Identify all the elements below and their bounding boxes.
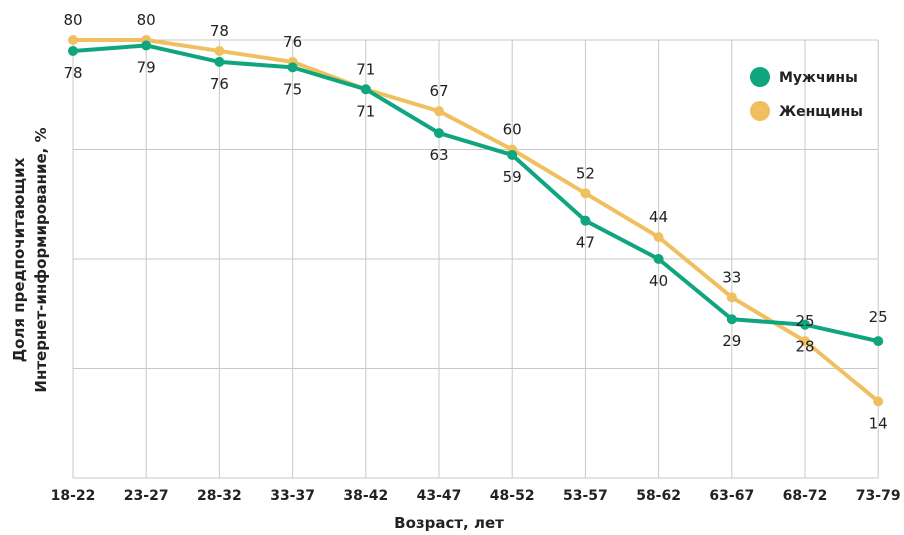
series-line: [72, 43, 879, 344]
data-label-men: 28: [795, 338, 814, 356]
series-layer: [68, 35, 884, 407]
data-label-women: 78: [210, 22, 229, 40]
data-point: [141, 40, 152, 51]
data-label-men: 59: [503, 168, 522, 186]
data-label-men: 29: [722, 332, 741, 350]
data-point: [68, 35, 78, 45]
y-axis-title-line2: Интернет-информирование, %: [32, 127, 50, 392]
x-tick-label: 33-37: [270, 488, 315, 504]
series-line: [73, 38, 880, 403]
data-point: [360, 84, 371, 95]
data-label-women: 14: [869, 414, 888, 432]
x-tick-label: 63-67: [709, 488, 754, 504]
x-tick-label: 38-42: [343, 488, 388, 504]
legend-label: Мужчины: [779, 70, 858, 86]
x-tick-label: 48-52: [490, 488, 535, 504]
legend-marker: [750, 67, 770, 87]
data-label-women: 80: [137, 11, 156, 29]
data-label-men: 79: [137, 58, 156, 76]
x-tick-label: 28-32: [197, 488, 242, 504]
data-point: [800, 319, 810, 330]
x-axis-title: Возраст, лет: [394, 514, 504, 532]
data-point: [726, 292, 737, 303]
data-label-women: 44: [649, 208, 668, 226]
data-label-women: 67: [429, 82, 448, 100]
data-label-women: 33: [722, 268, 741, 286]
data-label-men: 78: [63, 64, 82, 82]
series-women: [68, 35, 884, 407]
data-label-women: 25: [795, 312, 814, 330]
data-point: [653, 232, 664, 243]
x-tick-label: 58-62: [636, 488, 681, 504]
data-point: [873, 396, 884, 407]
data-label-women: 71: [356, 60, 375, 78]
legend-marker: [750, 101, 770, 121]
data-point: [214, 45, 225, 56]
data-point: [580, 215, 591, 226]
data-point: [214, 56, 225, 67]
data-label-men: 76: [210, 75, 229, 93]
x-axis-ticks: 18-22 23-27 28-32 33-37 38-42 43-47 48-52 53-57…: [51, 488, 901, 504]
x-tick-label: 73-79: [856, 488, 901, 504]
data-label-women: 80: [63, 11, 82, 29]
data-label-men: 40: [649, 272, 668, 290]
data-point: [580, 188, 591, 199]
legend: Мужчины Женщины: [750, 67, 863, 121]
data-point: [653, 254, 664, 264]
x-tick-label: 68-72: [783, 488, 828, 504]
legend-label: Женщины: [779, 104, 863, 120]
y-axis-title-line1: Доля предпочитающих: [10, 157, 28, 362]
x-tick-label: 43-47: [417, 488, 462, 504]
data-label-men: 75: [283, 80, 302, 98]
data-label-women: 60: [503, 121, 522, 139]
data-label-men: 25: [869, 308, 888, 326]
data-point: [434, 106, 444, 117]
data-point: [507, 149, 518, 160]
data-point: [68, 45, 78, 56]
data-point: [800, 336, 810, 347]
data-point: [434, 128, 444, 139]
data-labels: 80 80 78 76 71 67 60 52 44 33 25 14 78 79 76 75 71 63 59 47…: [63, 11, 887, 432]
series-men: [68, 40, 884, 347]
data-point: [726, 314, 737, 325]
data-label-women: 76: [283, 33, 302, 51]
x-tick-label: 53-57: [563, 488, 608, 504]
data-point: [873, 336, 884, 347]
x-tick-label: 18-22: [51, 488, 96, 504]
data-label-men: 47: [576, 234, 595, 252]
data-point: [287, 62, 298, 73]
data-label-men: 63: [429, 146, 448, 164]
data-label-men: 71: [356, 102, 375, 120]
x-tick-label: 23-27: [124, 488, 169, 504]
data-label-women: 52: [576, 164, 595, 182]
